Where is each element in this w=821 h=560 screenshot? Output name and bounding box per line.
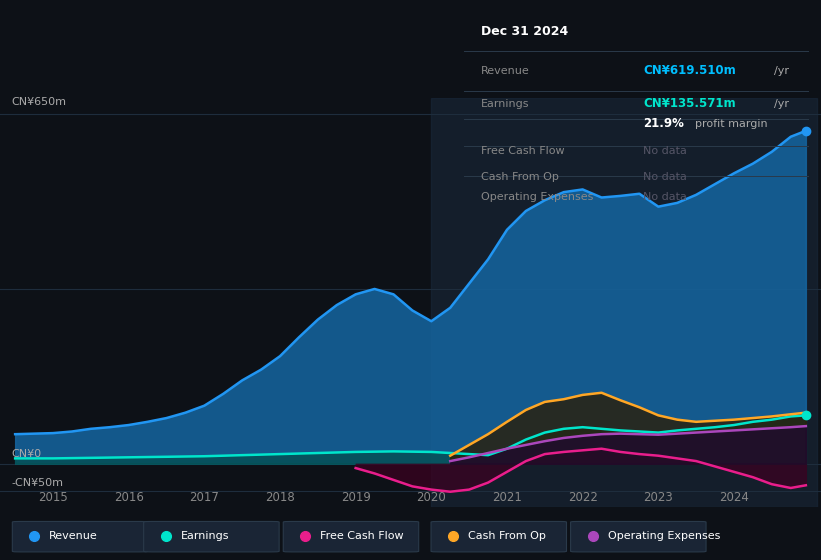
Text: No data: No data: [643, 172, 687, 182]
Text: Earnings: Earnings: [481, 99, 530, 109]
Text: /yr: /yr: [774, 66, 789, 76]
Text: Cash From Op: Cash From Op: [468, 531, 546, 541]
Text: CN¥0: CN¥0: [11, 450, 42, 459]
Text: Operating Expenses: Operating Expenses: [481, 192, 594, 202]
Text: 2016: 2016: [113, 491, 144, 504]
FancyBboxPatch shape: [12, 521, 148, 552]
Text: 2021: 2021: [492, 491, 522, 504]
FancyBboxPatch shape: [283, 521, 419, 552]
FancyBboxPatch shape: [431, 521, 566, 552]
Text: Revenue: Revenue: [481, 66, 530, 76]
Text: 2017: 2017: [190, 491, 219, 504]
Text: 2022: 2022: [567, 491, 598, 504]
FancyBboxPatch shape: [571, 521, 706, 552]
Text: Earnings: Earnings: [181, 531, 229, 541]
Text: 2023: 2023: [644, 491, 673, 504]
Text: 2018: 2018: [265, 491, 295, 504]
Text: 2019: 2019: [341, 491, 370, 504]
Text: CN¥135.571m: CN¥135.571m: [643, 97, 736, 110]
Text: -CN¥50m: -CN¥50m: [11, 478, 63, 488]
Text: Dec 31 2024: Dec 31 2024: [481, 25, 568, 38]
Text: Free Cash Flow: Free Cash Flow: [320, 531, 404, 541]
Text: Free Cash Flow: Free Cash Flow: [481, 146, 565, 156]
Text: 2015: 2015: [38, 491, 68, 504]
Bar: [431, 98, 817, 507]
Text: /yr: /yr: [774, 99, 789, 109]
Text: 2024: 2024: [719, 491, 749, 504]
Text: Revenue: Revenue: [49, 531, 98, 541]
Text: Operating Expenses: Operating Expenses: [608, 531, 720, 541]
Text: CN¥619.510m: CN¥619.510m: [643, 64, 736, 77]
Text: profit margin: profit margin: [695, 119, 768, 129]
Text: No data: No data: [643, 192, 687, 202]
Text: 21.9%: 21.9%: [643, 117, 684, 130]
Text: CN¥650m: CN¥650m: [11, 97, 67, 106]
Text: Cash From Op: Cash From Op: [481, 172, 559, 182]
Text: No data: No data: [643, 146, 687, 156]
Text: 2020: 2020: [416, 491, 446, 504]
FancyBboxPatch shape: [144, 521, 279, 552]
